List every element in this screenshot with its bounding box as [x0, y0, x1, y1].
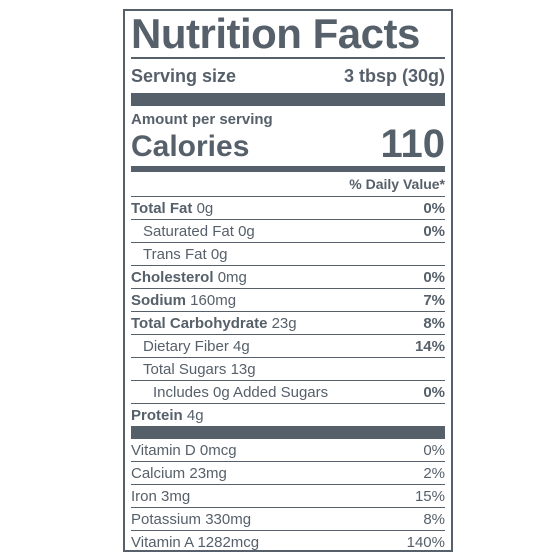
- nutrient-row-saturated-fat: Saturated Fat 0g 0%: [131, 220, 445, 243]
- vitamin-name: Vitamin D: [131, 441, 196, 459]
- nutrient-name: Total Carbohydrate: [131, 314, 268, 332]
- nutrient-amount: 23g: [271, 314, 297, 332]
- nutrient-row-total-fat: Total Fat 0g 0%: [131, 197, 445, 220]
- nutrient-name: Total Fat: [131, 199, 193, 217]
- medium-divider: [131, 166, 445, 172]
- nutrient-amount: 4g: [233, 337, 250, 355]
- nutrient-amount: 0g: [238, 222, 255, 240]
- vitamin-dv: 8%: [423, 510, 445, 528]
- nutrient-amount: 0g: [196, 199, 214, 217]
- vitamin-dv: 2%: [423, 464, 445, 482]
- nutrient-name: Protein: [131, 406, 183, 424]
- vitamin-amount: 330mg: [205, 510, 252, 528]
- nutrient-name: Saturated Fat: [143, 222, 234, 240]
- serving-size-row: Serving size 3 tbsp (30g): [131, 57, 445, 93]
- nutrient-dv: 0%: [423, 268, 445, 286]
- nutrient-amount: 13g: [230, 360, 256, 378]
- thick-divider: [131, 93, 445, 106]
- nutrient-row-dietary-fiber: Dietary Fiber 4g 14%: [131, 335, 445, 358]
- vitamin-name: Potassium: [131, 510, 202, 528]
- nutrient-name: Trans Fat: [143, 245, 207, 263]
- nutrient-dv: 14%: [414, 337, 445, 355]
- vitamin-row-vitamin-a: Vitamin A 1282mcg 140%: [131, 531, 445, 553]
- calories-value: 110: [380, 122, 445, 166]
- nutrient-dv: 0%: [423, 199, 445, 217]
- calories-row: Calories 110: [131, 124, 445, 166]
- vitamin-dv: 15%: [414, 487, 445, 505]
- vitamin-row-potassium: Potassium 330mg 8%: [131, 508, 445, 531]
- nutrient-row-cholesterol: Cholesterol 0mg 0%: [131, 266, 445, 289]
- daily-value-header: % Daily Value*: [131, 172, 445, 197]
- nutrient-name: Cholesterol: [131, 268, 214, 286]
- vitamin-name: Iron: [131, 487, 157, 505]
- vitamin-row-calcium: Calcium 23mg 2%: [131, 462, 445, 485]
- thick-divider: [131, 426, 445, 439]
- nutrition-facts-label: Nutrition Facts Serving size 3 tbsp (30g…: [123, 9, 453, 552]
- vitamin-amount: 3mg: [161, 487, 191, 505]
- nutrient-dv: 7%: [423, 291, 445, 309]
- nutrient-amount: 4g: [186, 406, 204, 424]
- vitamin-row-iron: Iron 3mg 15%: [131, 485, 445, 508]
- vitamin-amount: 1282mcg: [197, 533, 260, 551]
- nutrient-name: Dietary Fiber: [143, 337, 229, 355]
- nutrient-amount: 0mg: [217, 268, 247, 286]
- serving-size-value: 3 tbsp (30g): [343, 66, 445, 86]
- nutrient-row-total-carbohydrate: Total Carbohydrate 23g 8%: [131, 312, 445, 335]
- nutrient-row-total-sugars: Total Sugars 13g: [131, 358, 445, 381]
- amount-per-serving: Amount per serving: [131, 111, 273, 128]
- nutrient-dv: 0%: [423, 222, 445, 240]
- serving-size-label: Serving size: [131, 66, 237, 86]
- calories-label: Calories: [131, 130, 250, 163]
- nutrient-name: Total Sugars: [143, 360, 227, 378]
- label-title: Nutrition Facts: [131, 10, 420, 57]
- nutrient-row-added-sugars: Includes 0g Added Sugars 0%: [131, 381, 445, 404]
- nutrient-dv: 8%: [423, 314, 445, 332]
- nutrient-amount: 0g: [210, 245, 228, 263]
- vitamin-amount: 23mg: [189, 464, 227, 482]
- nutrient-row-trans-fat: Trans Fat 0g: [131, 243, 445, 266]
- vitamin-row-vitamin-d: Vitamin D 0mcg 0%: [131, 439, 445, 462]
- nutrient-dv: 0%: [423, 383, 445, 401]
- vitamin-dv: 0%: [423, 441, 445, 459]
- nutrient-name: Includes 0g Added Sugars: [153, 383, 329, 401]
- nutrient-amount: 160mg: [190, 291, 237, 309]
- vitamin-amount: 0mcg: [199, 441, 237, 459]
- nutrient-row-protein: Protein 4g: [131, 404, 445, 426]
- vitamin-dv: 140%: [406, 533, 445, 551]
- nutrient-name: Sodium: [131, 291, 186, 309]
- vitamin-name: Calcium: [131, 464, 186, 482]
- vitamin-name: Vitamin A: [131, 533, 194, 551]
- nutrient-row-sodium: Sodium 160mg 7%: [131, 289, 445, 312]
